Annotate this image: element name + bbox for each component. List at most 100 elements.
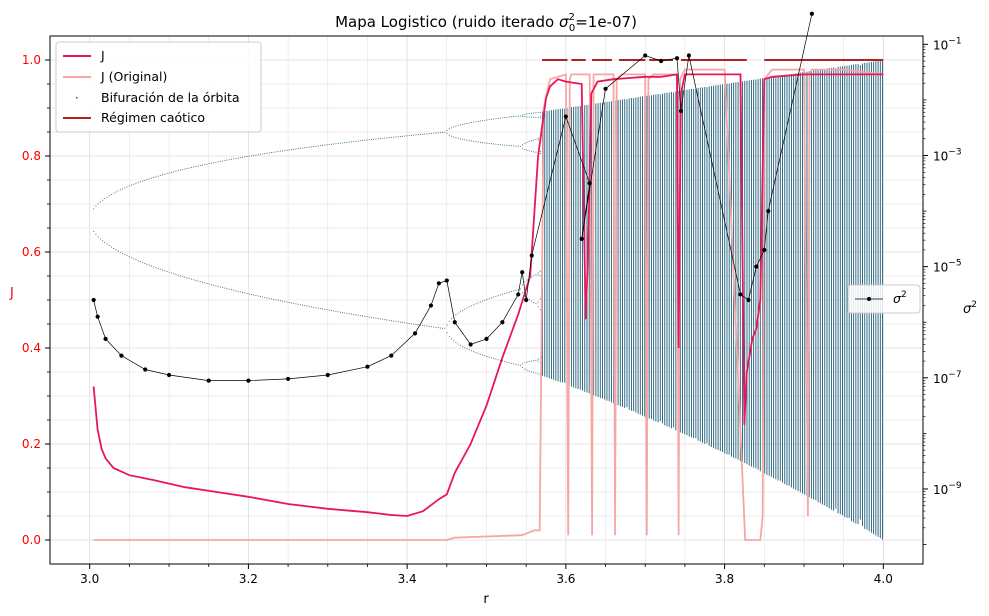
bifurcation-point	[491, 357, 492, 359]
bifurcation-point	[308, 306, 310, 307]
bifurcation-point	[471, 122, 472, 124]
bifurcation-point	[515, 115, 517, 117]
bifurcation-point	[528, 113, 530, 115]
left-tick-label: 0.8	[22, 149, 41, 163]
bifurcation-point	[495, 143, 497, 145]
bifurcation-point	[331, 310, 332, 312]
bifurcation-point	[115, 249, 117, 251]
bifurcation-point	[413, 134, 415, 136]
bifurcation-point	[448, 320, 450, 322]
bifurcation-point	[251, 294, 252, 295]
sigma2-marker	[516, 292, 521, 297]
bifurcation-point	[473, 121, 475, 123]
bifurcation-point	[491, 143, 492, 145]
bifurcation-point	[464, 123, 466, 125]
sigma2-marker	[686, 53, 691, 58]
bifurcation-point	[522, 292, 524, 294]
bifurcation-point	[313, 306, 315, 308]
bifurcation-point	[526, 141, 528, 143]
bifurcation-point	[159, 175, 161, 176]
bifurcation-point	[517, 145, 519, 147]
sigma2-marker	[762, 247, 767, 253]
bifurcation-point	[295, 303, 297, 305]
sigma2-marker	[809, 11, 814, 16]
bifurcation-point	[128, 185, 130, 187]
bifurcation-point	[422, 324, 424, 326]
bifurcation-point	[182, 169, 184, 171]
bifurcation-point	[508, 291, 510, 293]
bifurcation-point	[166, 271, 168, 272]
legend-sigma2-box	[847, 284, 921, 314]
bifurcation-point	[259, 153, 261, 155]
bifurcation-point	[444, 327, 446, 329]
bifurcation-point	[455, 125, 457, 127]
bifurcation-point	[531, 140, 532, 142]
bifurcation-point	[186, 277, 188, 279]
bifurcation-point	[533, 151, 535, 153]
bifurcation-point	[468, 122, 470, 124]
bifurcation-point	[446, 130, 448, 132]
bifurcation-point	[522, 363, 524, 365]
bifurcation-point	[475, 352, 477, 353]
bifurcation-point	[486, 142, 488, 144]
bifurcation-point	[524, 368, 526, 370]
bifurcation-point	[371, 317, 372, 318]
bifurcation-point	[535, 274, 537, 276]
bifurcation-point	[531, 276, 532, 278]
bifurcation-point	[359, 140, 361, 142]
bifurcation-point	[124, 254, 126, 255]
bifurcation-point	[102, 199, 104, 201]
bifurcation-point	[224, 287, 226, 289]
bifurcation-point	[499, 144, 501, 146]
bifurcation-point	[526, 149, 528, 151]
bifurcation-point	[257, 295, 259, 297]
bifurcation-point	[482, 120, 484, 122]
bifurcation-point	[295, 148, 297, 150]
bifurcation-point	[371, 139, 372, 141]
bifurcation-point	[493, 143, 495, 145]
bifurcation-point	[357, 314, 359, 316]
bifurcation-point	[473, 140, 475, 142]
bifurcation-point	[262, 296, 264, 298]
bifurcation-point	[271, 298, 272, 300]
bifurcation-point	[497, 295, 499, 297]
legend-bifurcation-swatch	[76, 97, 78, 99]
right-axis-label: σ2	[963, 300, 977, 317]
bifurcation-point	[493, 358, 495, 359]
bifurcation-point	[239, 291, 241, 293]
right-tick-label: 10−3	[933, 147, 962, 163]
bifurcation-point	[499, 117, 501, 119]
bifurcation-point	[531, 116, 532, 118]
bifurcation-point	[142, 180, 144, 182]
bifurcation-point	[199, 165, 201, 166]
bifurcation-point	[339, 142, 341, 144]
sigma2-marker	[246, 378, 251, 383]
bifurcation-point	[322, 308, 324, 310]
bifurcation-point	[257, 154, 259, 156]
bifurcation-point	[495, 358, 497, 360]
sigma2-marker	[206, 378, 211, 383]
legend-main-box	[55, 41, 262, 133]
bifurcation-point	[157, 175, 159, 177]
bifurcation-point	[186, 168, 188, 169]
bifurcation-point	[451, 318, 452, 320]
bifurcation-point	[282, 150, 284, 152]
bifurcation-point	[359, 315, 361, 317]
right-tick-label: 10−5	[933, 259, 962, 275]
bifurcation-point	[362, 315, 364, 317]
bifurcation-point	[131, 257, 132, 259]
sigma2-marker	[95, 314, 100, 319]
bifurcation-point	[339, 311, 341, 313]
sigma2-marker	[766, 208, 771, 214]
sigma2-marker	[529, 253, 534, 258]
bifurcation-point	[471, 140, 472, 142]
bifurcation-point	[333, 310, 335, 312]
bifurcation-point	[284, 301, 286, 303]
bifurcation-point	[404, 135, 406, 137]
x-tick-label: 3.0	[80, 572, 99, 586]
bifurcation-point	[451, 338, 452, 340]
bifurcation-point	[537, 306, 539, 308]
bifurcation-point	[122, 252, 124, 254]
bifurcation-point	[506, 292, 508, 294]
